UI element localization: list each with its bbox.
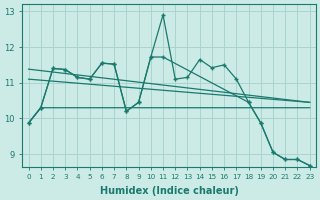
X-axis label: Humidex (Indice chaleur): Humidex (Indice chaleur) <box>100 186 239 196</box>
